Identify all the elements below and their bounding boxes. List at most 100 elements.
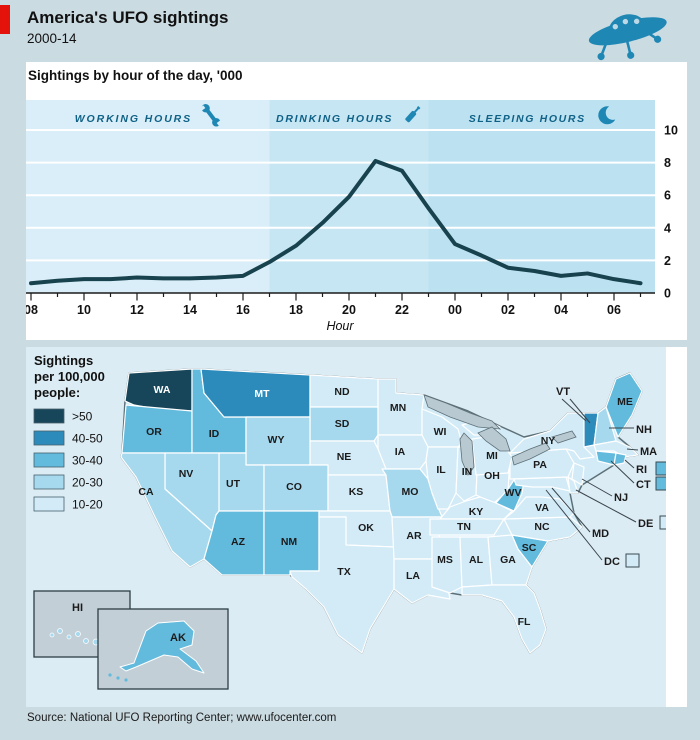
state-label-ut: UT [226,478,241,490]
callout-label-de: DE [638,518,653,530]
legend-label-b40: 40-50 [72,432,103,446]
state-label-la: LA [406,570,420,582]
ufo-icon [588,14,667,61]
state-ak [119,620,205,674]
state-label-wi: WI [434,426,447,438]
state-nj [571,462,585,486]
y-tick-label: 4 [664,221,671,235]
x-tick-label: 00 [448,303,462,317]
y-tick-label: 10 [664,124,678,138]
state-label-ca: CA [138,486,154,498]
callout-swatch-de [659,515,666,530]
great-lake [423,394,502,430]
x-tick-label: 20 [342,303,356,317]
y-tick-label: 6 [664,189,671,203]
state-me [605,372,643,438]
x-tick-label: 14 [183,303,197,317]
great-lake [459,432,475,476]
state-label-ia: IA [395,446,406,458]
great-lake [551,430,577,444]
zone-label-sleeping: SLEEPING HOURS [469,113,587,125]
x-tick-label: 16 [236,303,250,317]
state-tx [289,516,395,654]
state-label-sc: SC [522,542,537,554]
page-title: America's UFO sightings [27,8,229,27]
zone-label-drinking: DRINKING HOURS [276,113,394,125]
state-label-me: ME [617,396,633,408]
x-tick-label: 18 [289,303,303,317]
map-legend-title: per 100,000 [34,369,105,384]
state-label-nm: NM [281,536,298,548]
x-tick-label: 02 [501,303,515,317]
state-label-pa: PA [533,459,547,471]
great-lake [511,442,551,466]
zone-label-working: WORKING HOURS [75,113,193,125]
legend-swatch-b10 [33,496,65,512]
state-fl [461,584,547,654]
callout-label-nh: NH [636,424,652,436]
great-lake [477,426,511,452]
map-legend-title: Sightings [34,353,93,368]
hourly-chart-panel: WORKING HOURS DRINKING HOURS SLEEPING HOUR… [26,62,687,340]
state-label-oh: OH [484,470,500,482]
callout-label-md: MD [592,528,609,540]
state-label-nd: ND [334,386,350,398]
state-label-ok: OK [358,522,374,534]
state-label-tn: TN [457,521,471,533]
state-label-id: ID [209,428,220,440]
state-ri [613,452,627,466]
state-label-ne: NE [337,451,352,463]
x-tick-label: 08 [26,303,38,317]
state-label-or: OR [146,426,162,438]
state-label-mn: MN [390,402,406,414]
state-ms [431,536,463,594]
x-tick-label: 04 [554,303,568,317]
legend-swatch-b30 [33,452,65,468]
y-tick-label: 2 [664,254,671,268]
state-label-nc: NC [534,521,550,533]
state-label-ga: GA [500,554,516,566]
legend-swatch-gt50 [33,408,65,424]
callout-label-ri: RI [636,464,647,476]
legend-label-gt50: >50 [72,410,93,424]
state-label-ky: KY [469,506,484,518]
wrench-icon [199,104,223,127]
y-tick-label: 8 [664,156,671,170]
x-tick-label: 22 [395,303,409,317]
callout-swatch-dc [625,553,640,568]
state-label-fl: FL [518,616,531,628]
legend-swatch-b40 [33,430,65,446]
chart-title: Sightings by hour of the day, '000 [28,68,243,83]
legend-swatch-b20 [33,474,65,490]
zone-band-working [26,100,270,293]
x-tick-label: 06 [607,303,621,317]
state-label-wa: WA [154,384,171,396]
y-tick-label: 0 [664,287,671,301]
state-label-mt: MT [254,388,270,400]
state-label-co: CO [286,481,302,493]
state-label-ak: AK [170,632,186,644]
callout-swatch-ri [655,461,666,476]
state-label-ms: MS [437,554,453,566]
state-ca [120,452,213,568]
callout-label-ct: CT [636,479,651,491]
state-label-hi: HI [72,602,83,614]
state-label-al: AL [469,554,484,566]
bottle-icon [405,106,421,123]
hourly-line-chart: WORKING HOURS DRINKING HOURS SLEEPING HOUR… [26,100,678,333]
state-label-sd: SD [335,418,350,430]
moon-icon [598,106,616,125]
state-label-ny: NY [541,435,556,447]
state-label-wv: WV [505,487,522,499]
x-tick-label: 12 [130,303,144,317]
economist-red-tab [0,5,10,34]
us-choropleth-map: WA OR ID MT ND SD MN WI IA NE WY UT CO KS MO NV CA AZ NM OK… [26,347,666,707]
state-label-mi: MI [486,450,498,462]
legend-label-b10: 10-20 [72,498,103,512]
zone-band-sleeping [428,100,655,293]
callout-label-nj: NJ [614,492,628,504]
state-label-az: AZ [231,536,246,548]
state-label-wy: WY [268,434,285,446]
source-line: Source: National UFO Reporting Center; w… [27,712,337,724]
state-label-ar: AR [406,530,422,542]
